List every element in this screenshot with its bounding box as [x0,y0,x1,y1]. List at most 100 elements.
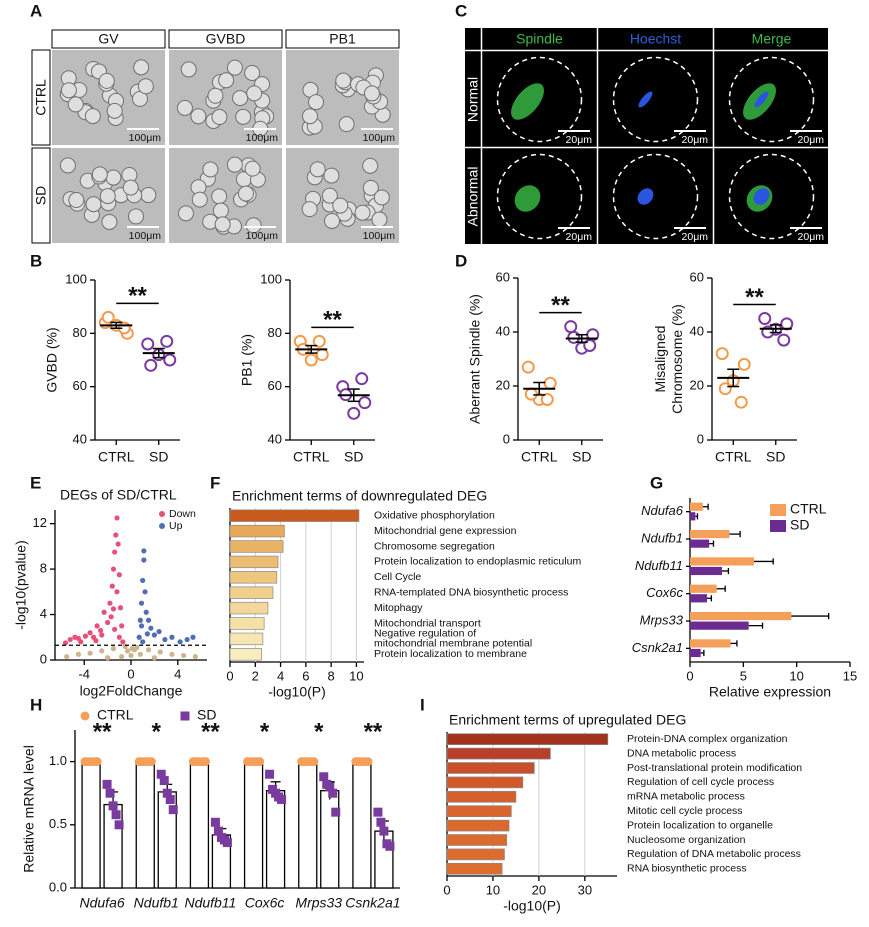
oocyte [363,85,380,102]
data-point [120,639,126,645]
significance: ** [128,283,147,310]
y-axis-label: Misaligned [652,326,668,393]
data-point [177,639,183,645]
y-tick-label: 4 [40,606,47,621]
data-point [328,788,338,798]
x-axis-label: -log10(P) [268,684,326,700]
chart-title: Enrichment terms of downregulated DEG [232,488,487,504]
data-point [80,711,90,721]
data-point [180,711,190,721]
data-point [114,515,120,521]
data-point [92,757,102,767]
oocyte [191,191,208,208]
data-point [138,623,145,629]
category-label: Ndufa6 [641,503,684,518]
x-tick-label: CTRL [521,449,558,465]
data-point [87,630,93,636]
data-point [75,651,81,657]
data-point [82,633,88,639]
bar [229,540,284,553]
x-tick-label: 20 [532,882,546,897]
data-point [110,566,117,572]
x-tick-label: Mrps33 [295,895,342,911]
scale-bar-label: 20μm [798,231,825,243]
bar [690,539,710,548]
data-point [157,649,163,655]
bar [243,760,264,889]
data-point [373,807,383,817]
panel-label: E [30,473,41,492]
scale-bar-label: 100μm [129,230,162,242]
x-tick-label: 8 [328,668,335,683]
bar [446,862,503,875]
data-point [113,532,119,538]
y-axis-label: -log10(pvalue) [13,540,29,630]
data-point [93,638,99,644]
data-point [114,589,120,595]
data-point [62,640,69,646]
y-tick-label: 60 [268,378,282,393]
bar [690,566,722,576]
significance: * [314,718,324,745]
bar [446,834,508,846]
data-point [255,757,265,767]
bar [229,571,278,584]
x-axis-label: -log10(P) [503,898,561,914]
row-label: CTRL [33,79,49,116]
x-tick-label: SD [766,449,785,465]
oocyte [226,156,243,173]
bar [690,648,701,658]
data-point [162,788,172,798]
data-point [75,635,81,642]
bar [265,790,286,889]
scale-bar-label: 100μm [246,230,279,242]
significance: ** [93,718,112,745]
y-tick-label: 80 [73,325,87,340]
chart-title: Enrichment terms of upregulated DEG [449,712,686,728]
bar [690,594,708,603]
x-tick-label: 10 [486,882,500,897]
category-label: Post-translational protein modification [627,762,802,774]
chromosome [754,91,769,108]
data-point [169,634,175,640]
category-label: Mitophagy [374,602,423,614]
category-label: Csnk2a1 [632,640,683,655]
bar [690,621,749,630]
oocyte [59,157,76,174]
x-tick-label: -4 [78,666,90,681]
bar [446,747,551,760]
data-point [119,623,125,629]
data-point [315,348,329,362]
panel-label: A [30,1,42,20]
data-point [112,626,118,632]
y-tick-label: 100 [65,271,87,286]
x-tick-label: 2 [252,668,259,683]
data-point [141,337,155,351]
significance: ** [745,284,764,311]
data-point [780,317,794,331]
data-point [143,609,149,615]
data-point [376,817,386,827]
oocyte [335,72,352,89]
bar [446,805,512,818]
y-tick-label: 40 [690,323,704,338]
data-point [777,333,791,347]
y-tick-label: 100 [260,271,282,286]
scale-bar-label: 20μm [682,231,709,243]
x-tick-label: CTRL [98,449,135,465]
category-label: Mitochondrial gene expression [374,525,517,537]
oocyte [244,160,261,177]
oocyte [362,157,379,174]
x-tick-label: 0 [226,668,233,683]
oocyte [91,166,108,183]
column-header: PB1 [329,31,356,47]
data-point [521,360,535,374]
bar [189,760,210,889]
bar [446,776,524,789]
bar [690,639,731,648]
data-point [355,372,369,386]
category-label: Mitochondrial transport [374,617,481,629]
bar [690,502,703,511]
oocyte [202,161,219,178]
data-point [107,600,113,606]
